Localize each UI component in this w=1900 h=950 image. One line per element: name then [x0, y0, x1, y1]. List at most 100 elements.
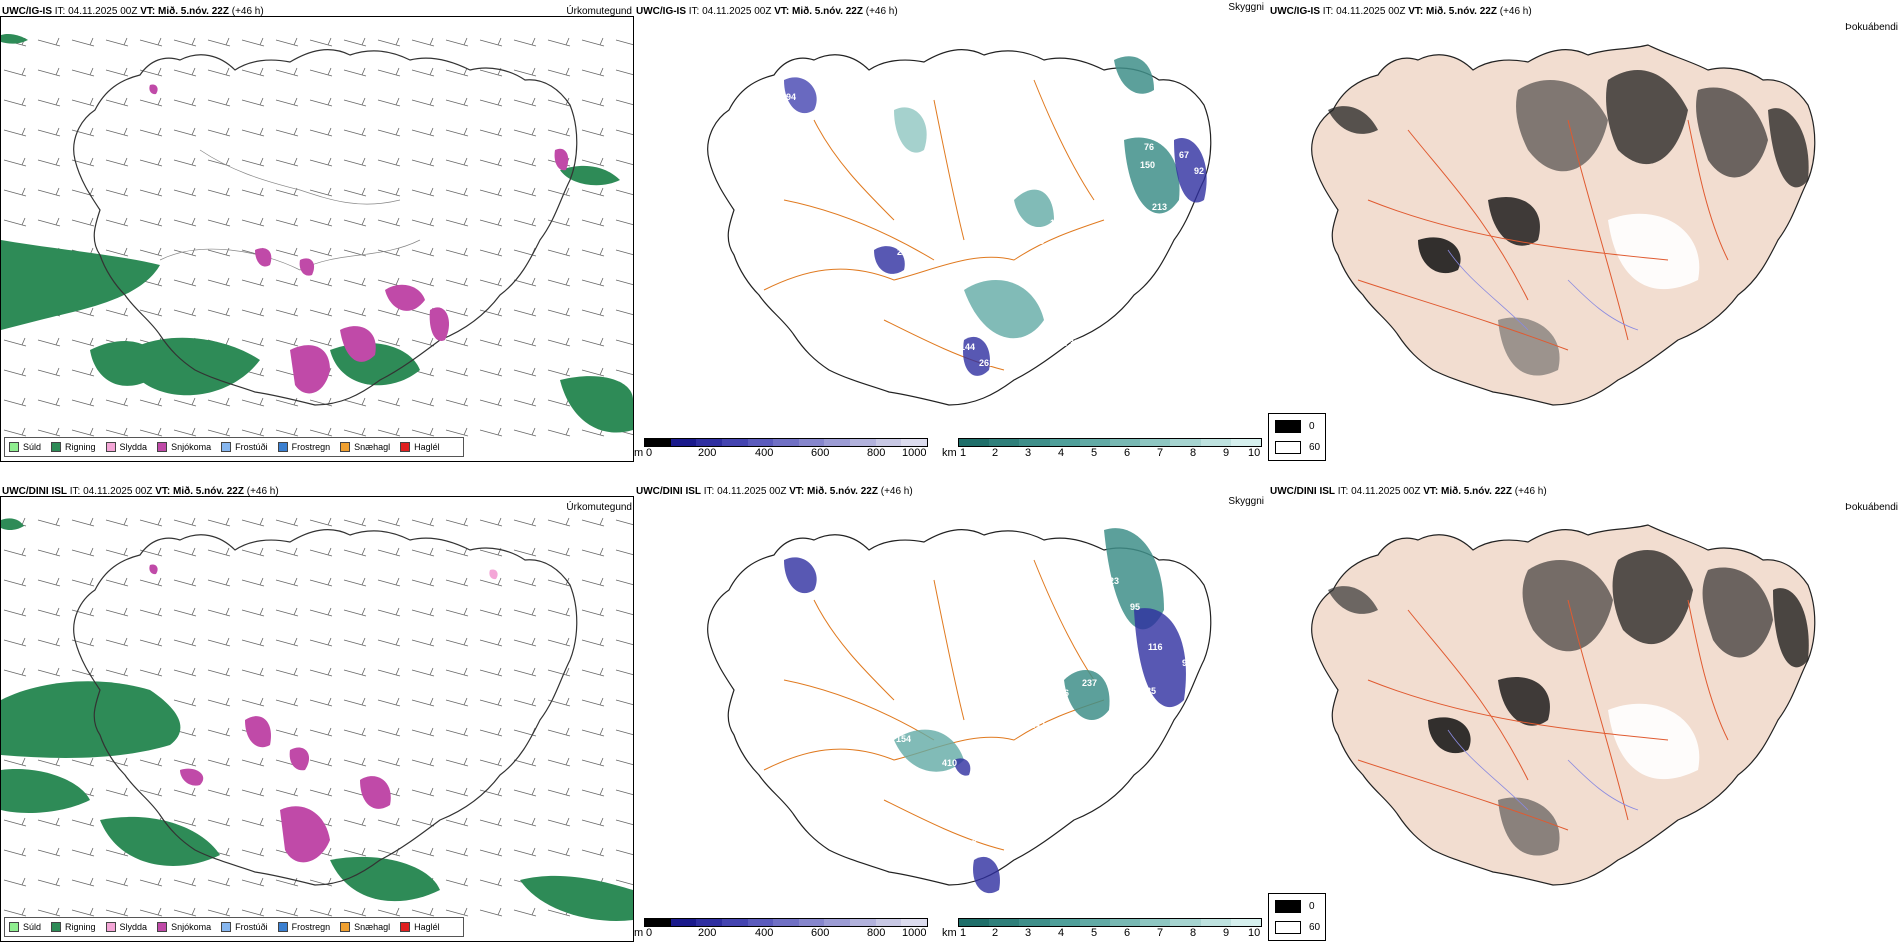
legend-item: Haglél: [400, 922, 440, 932]
colorbar-tick: 1000: [902, 927, 927, 939]
legend-item: Haglél: [400, 442, 440, 452]
ceiling-label: 133: [1104, 622, 1119, 632]
ceiling-label: 89: [1124, 644, 1134, 654]
ceiling-colorbar-bin: [645, 919, 671, 926]
legend-swatch: [157, 442, 168, 452]
ceiling-colorbar-bin: [901, 919, 928, 926]
colorbar-tick: 8: [1190, 927, 1197, 939]
ceiling-map-top: 89 94 37 22 21 67 76 150 92 213 124 89 1…: [707, 49, 1212, 406]
ceiling-colorbar-bin: [773, 439, 799, 446]
ceiling-label: 204: [1052, 318, 1067, 328]
ceiling-label: 154: [896, 734, 911, 744]
precip-type-panel-bottom: UWC/DINI ISL IT: 04.11.2025 00Z VT: Mið.…: [0, 480, 634, 950]
map-frame: [0, 16, 634, 462]
colorbar-tick: 5: [1091, 927, 1098, 939]
panel-header: UWC/IG-IS IT: 04.11.2025 00Z VT: Mið. 5.…: [1270, 6, 1532, 17]
ceiling-label: 92: [1194, 166, 1204, 176]
colorbar-tick: 0: [646, 927, 653, 939]
colorbar-tick: 4: [1058, 447, 1065, 459]
ceiling-colorbar-bin: [670, 919, 697, 926]
legend-item: Snjókoma: [157, 442, 211, 452]
ceiling-label: 150: [1126, 692, 1141, 702]
colorbar-unit: km: [942, 447, 957, 459]
panel-title: Skyggni: [1228, 496, 1264, 507]
ceiling-map-bottom: 68 423 95 94 133 121 89 116 85 126 237 2…: [707, 528, 1212, 894]
ceiling-colorbar-bin: [696, 919, 722, 926]
ceiling-colorbar-bin: [875, 919, 902, 926]
visibility-colorbar-bin: [1019, 439, 1050, 446]
legend-swatch: [105, 922, 116, 932]
visibility-colorbar-bin: [1079, 919, 1111, 926]
precip-type-legend: Súld Rigning Slydda Snjókoma Frostúði Fr…: [4, 437, 464, 457]
legend-item: Slydda: [105, 922, 147, 932]
panel-header: UWC/DINI ISL IT: 04.11.2025 00Z VT: Mið.…: [2, 486, 279, 497]
visibility-colorbar-strip: [958, 438, 1262, 447]
panel-title: Þokuábendi: [1845, 502, 1898, 513]
ceiling-colorbar-bin: [798, 439, 825, 446]
ceiling-colorbar-bin: [721, 439, 748, 446]
ceiling-colorbar-bin: [875, 439, 902, 446]
panel-title: Skyggni: [1228, 2, 1264, 13]
precip-type-panel-top: UWC/IG-IS IT: 04.11.2025 00Z VT: Mið. 5.…: [0, 0, 634, 470]
legend-swatch: [340, 442, 351, 452]
legend-swatch: [400, 922, 411, 932]
ceiling-colorbar-bin: [670, 439, 697, 446]
ceiling-label: 37: [806, 112, 816, 122]
ceiling-visibility-panel-top: UWC/IG-IS IT: 04.11.2025 00Z VT: Mið. 5.…: [634, 0, 1268, 470]
ceiling-label: 150: [1140, 160, 1155, 170]
visibility-colorbar-bin: [1110, 919, 1141, 926]
ceiling-label: 237: [1082, 678, 1097, 688]
legend-item: Snjókoma: [157, 922, 211, 932]
colorbar-tick: 1: [960, 927, 967, 939]
colorbar-tick: 800: [867, 447, 886, 459]
legend-swatch: [51, 442, 62, 452]
ceiling-colorbar-bin: [850, 439, 876, 446]
visibility-colorbar-strip: [958, 918, 1262, 927]
ceiling-colorbar-bin: [747, 919, 774, 926]
visibility-colorbar-bin: [1049, 439, 1080, 446]
visibility-colorbar-bin: [1170, 439, 1201, 446]
visibility-colorbar-bin: [1170, 919, 1201, 926]
legend-item: Frostregn: [277, 922, 330, 932]
ceiling-label: 238: [940, 356, 955, 366]
colorbar-tick: 9: [1223, 447, 1230, 459]
colorbar-tick: 1: [960, 447, 967, 459]
legend-swatch: [277, 922, 288, 932]
legend-item: Snæhagl: [340, 922, 390, 932]
fog-index-panel-bottom: UWC/DINI ISL IT: 04.11.2025 00Z VT: Mið.…: [1268, 480, 1900, 950]
panel-header: UWC/DINI ISL IT: 04.11.2025 00Z VT: Mið.…: [1270, 486, 1547, 497]
ceiling-label: 85: [1146, 686, 1156, 696]
ceiling-label: 341: [972, 834, 987, 844]
fog-legend-label: 0: [1309, 901, 1315, 912]
legend-item: Frostúði: [221, 442, 268, 452]
colorbar-tick: 9: [1223, 927, 1230, 939]
panel-title: Úrkomutegund: [566, 6, 632, 17]
ceiling-value-labels: 68 423 95 94 133 121 89 116 85 126 237 2…: [896, 564, 1192, 882]
legend-swatch: [51, 922, 62, 932]
ceiling-colorbar-bin: [773, 919, 799, 926]
ceiling-label: 22: [897, 247, 907, 257]
legend-swatch: [400, 442, 411, 452]
ceiling-colorbar: m 0 200 400 600 800 1000: [634, 917, 938, 941]
ceiling-colorbar-bin: [721, 919, 748, 926]
legend-swatch: [277, 442, 288, 452]
visibility-colorbar-bin: [1140, 439, 1171, 446]
colorbar-tick: 600: [811, 447, 830, 459]
ceiling-label: 136: [1054, 688, 1069, 698]
ceiling-colorbar-bin: [824, 439, 851, 446]
legend-item: Snæhagl: [340, 442, 390, 452]
ceiling-label: 94: [1096, 606, 1106, 616]
ceiling-colorbar-strip: [644, 918, 928, 927]
ceiling-value-labels: 89 94 37 22 21 67 76 150 92 213 124 89 1…: [786, 88, 1204, 398]
fog-map-bottom: [1311, 524, 1816, 886]
colorbar-tick: 3: [1025, 447, 1032, 459]
ceiling-label: 116: [1148, 642, 1163, 652]
ceiling-label: 126: [1118, 678, 1133, 688]
colorbar-tick: 200: [698, 927, 717, 939]
ceiling-label: 733: [1064, 338, 1079, 348]
ceiling-label: 97: [1182, 658, 1192, 668]
ceiling-colorbar-bin: [696, 439, 722, 446]
ceiling-label: 124: [1174, 238, 1189, 248]
ceiling-label: 261: [979, 358, 994, 368]
ceiling-colorbar-strip: [644, 438, 928, 447]
